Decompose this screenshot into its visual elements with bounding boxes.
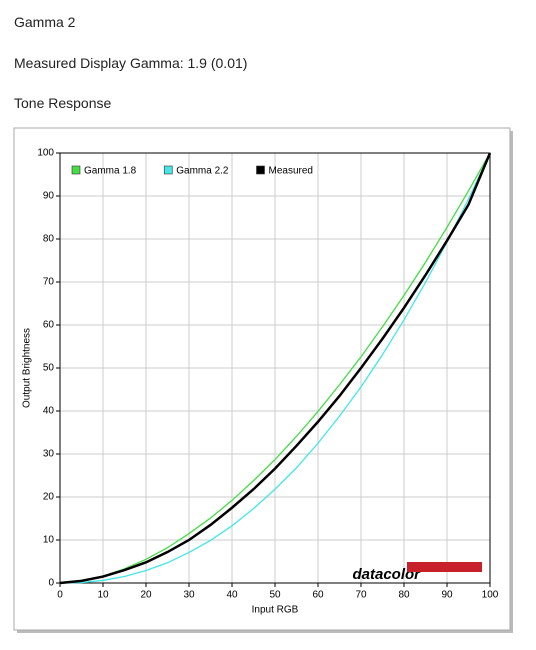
- x-tick-label: 80: [398, 590, 410, 601]
- y-axis-label: Output Brightness: [22, 328, 33, 408]
- x-tick-label: 70: [355, 590, 367, 601]
- y-tick-label: 100: [37, 148, 54, 159]
- x-tick-label: 50: [269, 590, 281, 601]
- plot-border: [59, 152, 491, 584]
- y-tick-label: 90: [43, 191, 55, 202]
- legend-swatch: [256, 165, 265, 175]
- y-tick-label: 60: [43, 320, 55, 331]
- x-tick-label: 20: [140, 590, 152, 601]
- y-tick-label: 20: [43, 492, 55, 503]
- brand-bar: [407, 562, 482, 572]
- legend-label: Gamma 2.2: [176, 166, 229, 177]
- y-tick-label: 50: [43, 363, 55, 374]
- y-tick-label: 70: [43, 277, 55, 288]
- x-axis-label: Input RGB: [252, 605, 299, 616]
- x-tick-label: 10: [97, 590, 109, 601]
- x-tick-label: 90: [441, 590, 453, 601]
- y-tick-label: 0: [48, 578, 54, 589]
- x-tick-label: 30: [183, 590, 195, 601]
- page-title: Gamma 2: [14, 14, 76, 30]
- legend-swatch: [71, 165, 81, 175]
- y-tick-label: 40: [43, 406, 55, 417]
- section-title: Tone Response: [14, 95, 112, 111]
- series-line: [59, 152, 491, 584]
- x-tick-label: 40: [226, 590, 238, 601]
- chart-frame: [13, 127, 511, 631]
- y-tick-label: 30: [43, 449, 55, 460]
- y-tick-label: 10: [43, 535, 55, 546]
- x-tick-label: 0: [57, 590, 63, 601]
- y-tick-label: 80: [43, 234, 55, 245]
- x-tick-label: 100: [482, 590, 499, 601]
- brand-logo: datacolor: [352, 566, 421, 583]
- series-line: [59, 152, 492, 585]
- series-line: [59, 152, 491, 584]
- legend-label: Measured: [269, 166, 313, 177]
- legend-label: Gamma 1.8: [84, 166, 137, 177]
- legend-swatch: [163, 165, 173, 175]
- x-tick-label: 60: [312, 590, 324, 601]
- gamma-summary: Measured Display Gamma: 1.9 (0.01): [14, 55, 248, 71]
